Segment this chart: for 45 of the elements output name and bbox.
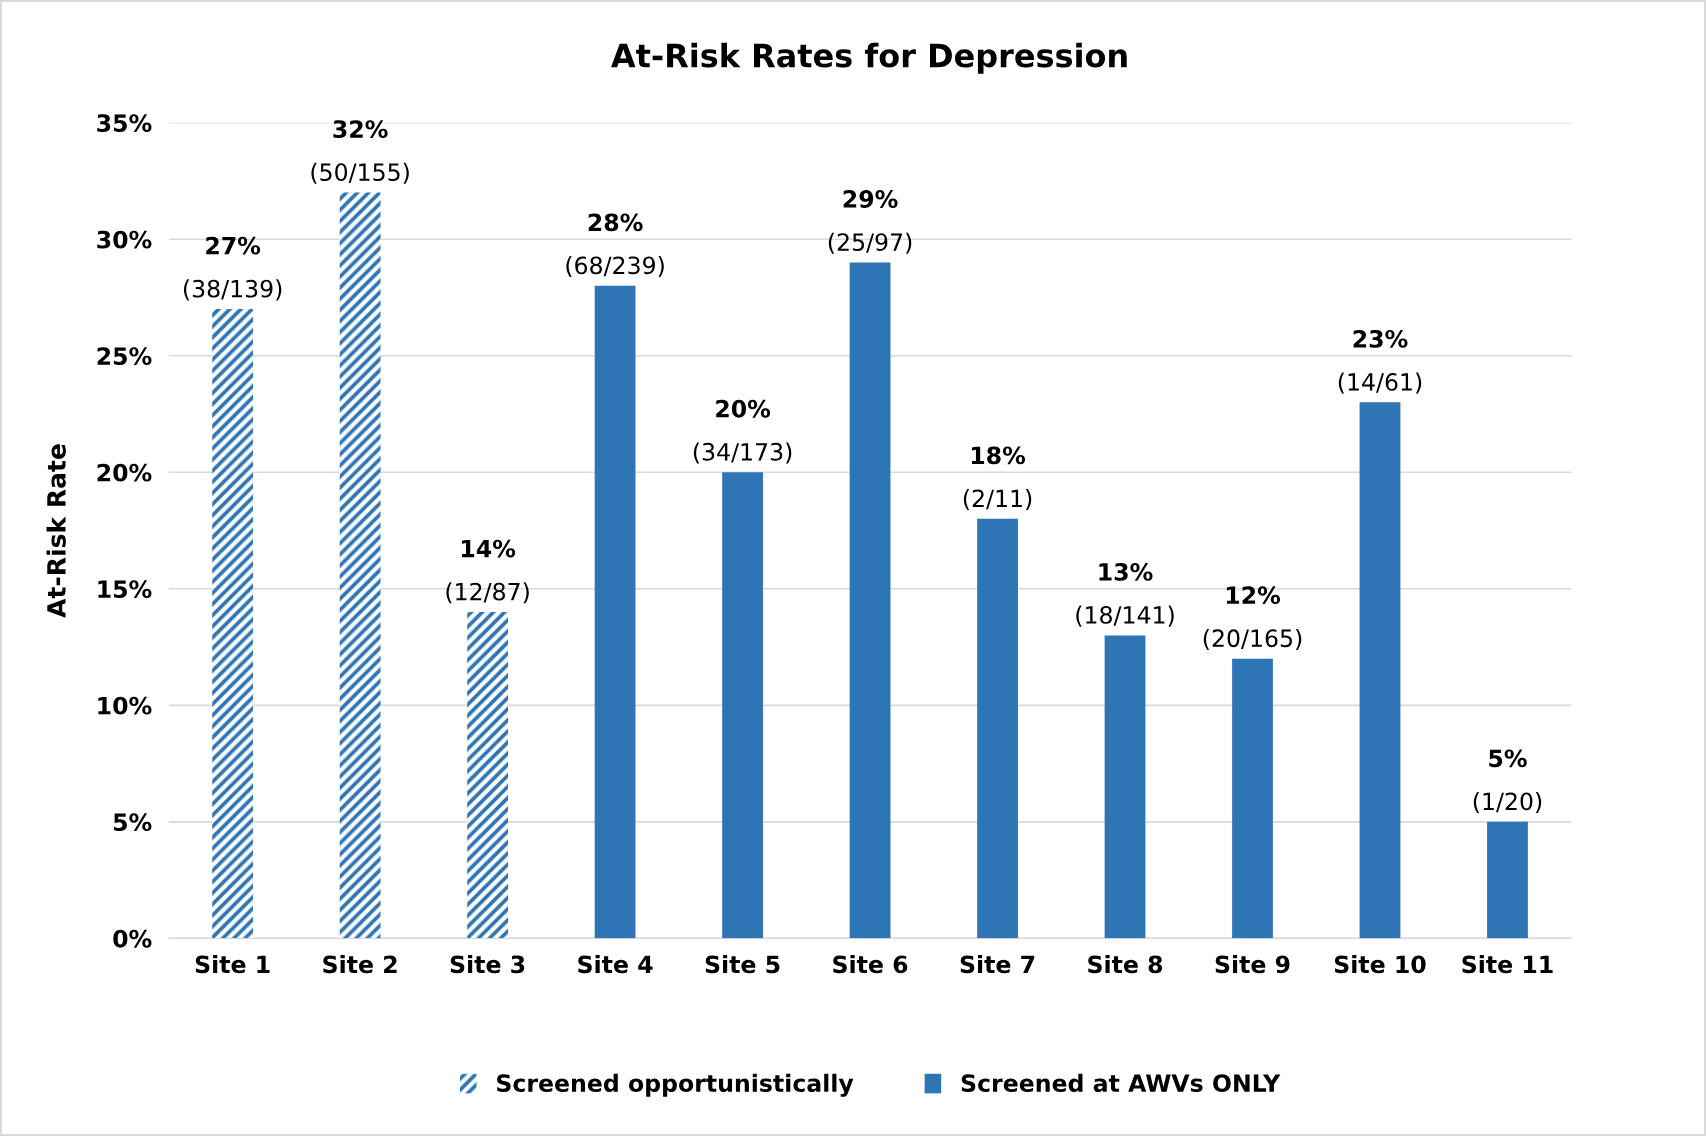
y-axis-title: At-Risk Rate	[46, 444, 66, 618]
bar	[1104, 635, 1146, 939]
x-tick-label: Site 4	[578, 955, 653, 974]
bar	[212, 309, 254, 939]
y-tick-label: 35%	[97, 114, 152, 132]
x-tick-label: Site 7	[960, 955, 1035, 974]
bar	[594, 285, 636, 939]
y-tick-label: 5%	[113, 813, 152, 832]
bar	[339, 192, 381, 939]
y-tick-label: 25%	[97, 347, 152, 366]
x-tick-label: Site 1	[195, 955, 270, 974]
bar	[977, 518, 1018, 939]
data-label: 20% (34/173)	[693, 399, 792, 464]
data-label: 28% (68/239)	[566, 213, 664, 278]
y-tick-label: 0%	[113, 929, 152, 948]
bar	[467, 612, 508, 939]
data-label: 27% (38/139)	[183, 236, 282, 301]
bar	[1232, 658, 1273, 939]
chart-title: At-Risk Rates for Depression	[611, 42, 1127, 74]
data-label: 12% (20/165)	[1203, 586, 1302, 650]
data-label: 13% (18/141)	[1076, 562, 1174, 627]
data-label: 5% (1/20)	[1473, 749, 1542, 814]
bar	[1359, 402, 1401, 939]
data-label: 23% (14/61)	[1338, 329, 1422, 394]
x-tick-label: Site 3	[450, 955, 525, 974]
x-tick-label: Site 9	[1215, 955, 1290, 974]
x-tick-label: Site 10	[1334, 955, 1426, 974]
x-tick-label: Site 8	[1088, 955, 1163, 974]
data-label: 32% (50/155)	[311, 120, 409, 184]
bar	[1487, 821, 1528, 939]
bar	[722, 472, 763, 939]
y-tick-label: 15%	[98, 580, 152, 599]
y-tick-label: 10%	[98, 696, 152, 715]
x-tick-label: Site 11	[1462, 955, 1553, 974]
x-tick-label: Site 2	[323, 955, 397, 974]
legend-label: Screened at AWVs ONLY	[961, 1073, 1281, 1093]
x-tick-label: Site 5	[705, 955, 780, 974]
legend-label: Screened opportunistically	[497, 1073, 854, 1097]
bar	[849, 262, 891, 939]
x-tick-label: Site 6	[833, 955, 908, 974]
data-label: 14% (12/87)	[446, 539, 529, 604]
data-label: 18% (2/11)	[963, 446, 1032, 511]
data-label: 29% (25/97)	[828, 190, 912, 254]
y-tick-label: 20%	[97, 463, 152, 482]
y-tick-label: 30%	[97, 230, 152, 249]
